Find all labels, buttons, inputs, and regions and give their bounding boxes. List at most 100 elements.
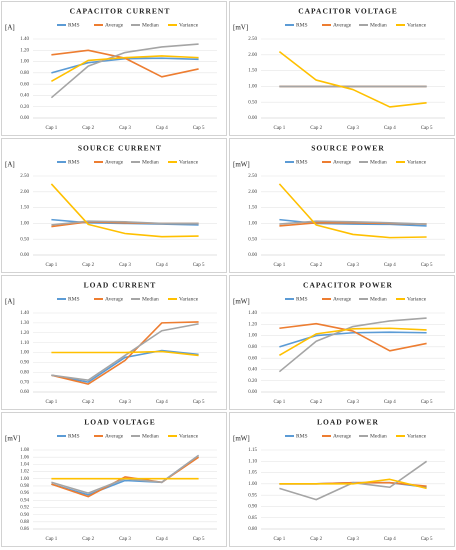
legend-label: Average: [333, 159, 352, 165]
y-axis-label: [A]: [5, 161, 15, 169]
y-tick-label: 1.20: [20, 48, 29, 53]
y-tick-label: 0.60: [20, 82, 29, 87]
legend-label: RMS: [296, 22, 308, 28]
x-tick-label: Cap 2: [310, 126, 322, 131]
series-line: [51, 55, 199, 83]
y-tick-label: 2.00: [248, 190, 257, 195]
y-tick-label: 0.90: [20, 361, 29, 366]
legend-label: Average: [333, 433, 352, 439]
series-line: [50, 183, 199, 238]
x-tick-label: Cap 1: [273, 126, 285, 131]
y-tick-label: 0.90: [20, 513, 29, 518]
y-tick-label: 0.80: [248, 345, 257, 350]
x-tick-label: Cap 5: [193, 263, 205, 268]
x-tick-label: Cap 5: [193, 537, 205, 542]
x-tick-label: Cap 1: [273, 537, 285, 542]
x-tick-label: Cap 3: [347, 400, 359, 405]
y-tick-label: 0.40: [248, 368, 257, 373]
chart-panel: CAPACITOR CURRENT [A] RMS Average Median Vari…: [1, 1, 227, 136]
legend-label: Average: [333, 22, 352, 28]
y-tick-label: 0.94: [20, 498, 29, 503]
x-tick-label: Cap 2: [310, 263, 322, 268]
y-axis-label: [A]: [5, 298, 15, 306]
legend-label: RMS: [68, 296, 80, 302]
y-tick-label: 2.50: [20, 174, 29, 179]
legend-label: Median: [370, 22, 387, 28]
x-tick-label: Cap 1: [273, 263, 285, 268]
legend-label: Median: [370, 433, 387, 439]
x-tick-label: Cap 4: [384, 400, 396, 405]
legend-label: Variance: [407, 433, 427, 439]
legend-label: Variance: [407, 296, 427, 302]
y-tick-label: 1.00: [20, 222, 29, 227]
legend-label: Average: [105, 433, 124, 439]
series-line: [279, 322, 427, 352]
legend-label: Median: [370, 296, 387, 302]
y-tick-label: 1.06: [20, 455, 29, 460]
y-tick-label: 0.88: [20, 520, 29, 525]
legend-label: RMS: [68, 159, 80, 165]
x-tick-label: Cap 5: [193, 126, 205, 131]
legend-label: Average: [333, 296, 352, 302]
y-tick-label: 0.86: [20, 527, 29, 532]
y-tick-label: 0.85: [248, 516, 257, 521]
legend-label: Average: [105, 296, 124, 302]
legend-label: RMS: [296, 296, 308, 302]
x-tick-label: Cap 1: [45, 400, 57, 405]
chart-panel: LOAD POWER [mW] RMS Average Median Variance 0.…: [229, 412, 455, 547]
series-line: [278, 327, 427, 357]
series-line: [50, 43, 199, 99]
series-line: [278, 183, 427, 239]
legend-label: Median: [142, 296, 159, 302]
y-tick-label: 1.04: [20, 463, 29, 468]
x-tick-label: Cap 4: [156, 263, 168, 268]
y-tick-label: 0.00: [248, 390, 257, 395]
x-tick-label: Cap 2: [310, 537, 322, 542]
y-tick-label: 1.40: [248, 311, 257, 316]
y-tick-label: 0.20: [248, 379, 257, 384]
x-tick-label: Cap 3: [347, 126, 359, 131]
y-tick-label: 0.80: [248, 527, 257, 532]
x-tick-label: Cap 1: [45, 126, 57, 131]
x-tick-label: Cap 5: [421, 400, 433, 405]
x-tick-label: Cap 2: [82, 263, 94, 268]
y-tick-label: 1.00: [20, 477, 29, 482]
y-tick-label: 0.80: [20, 370, 29, 375]
legend-label: Variance: [179, 22, 199, 28]
chart-title: LOAD VOLTAGE: [84, 418, 156, 427]
legend-label: Median: [142, 22, 159, 28]
y-tick-label: 1.50: [248, 206, 257, 211]
y-tick-label: 0.60: [248, 356, 257, 361]
y-tick-label: 1.20: [248, 322, 257, 327]
y-tick-label: 1.00: [20, 351, 29, 356]
y-tick-label: 0.70: [20, 380, 29, 385]
x-tick-label: Cap 1: [45, 537, 57, 542]
panel-border: [229, 138, 455, 273]
x-tick-label: Cap 1: [273, 400, 285, 405]
panel-border: [229, 275, 455, 410]
chart-panel: SOURCE POWER [mW] RMS Average Median Variance…: [229, 138, 455, 273]
series-line: [279, 331, 427, 348]
panel-border: [1, 1, 227, 136]
y-tick-label: 0.80: [20, 71, 29, 76]
chart-panel: LOAD VOLTAGE [mV] RMS Average Median Variance…: [1, 412, 227, 547]
y-tick-label: 0.00: [20, 253, 29, 258]
x-tick-label: Cap 3: [347, 537, 359, 542]
x-tick-label: Cap 5: [421, 263, 433, 268]
y-tick-label: 0.95: [248, 493, 257, 498]
panel-border: [229, 1, 455, 136]
y-tick-label: 2.50: [248, 174, 257, 179]
y-tick-label: 0.50: [20, 237, 29, 242]
legend-label: RMS: [68, 433, 80, 439]
chart-panel: LOAD CURRENT [A] RMS Average Median Variance 0…: [1, 275, 227, 410]
panel-border: [1, 138, 227, 273]
x-tick-label: Cap 4: [156, 126, 168, 131]
legend-label: Median: [142, 433, 159, 439]
y-tick-label: 0.60: [20, 390, 29, 395]
x-tick-label: Cap 4: [384, 263, 396, 268]
legend-label: Average: [105, 159, 124, 165]
legend-label: Variance: [179, 159, 199, 165]
y-tick-label: 1.02: [20, 470, 29, 475]
y-tick-label: 0.00: [248, 253, 257, 258]
